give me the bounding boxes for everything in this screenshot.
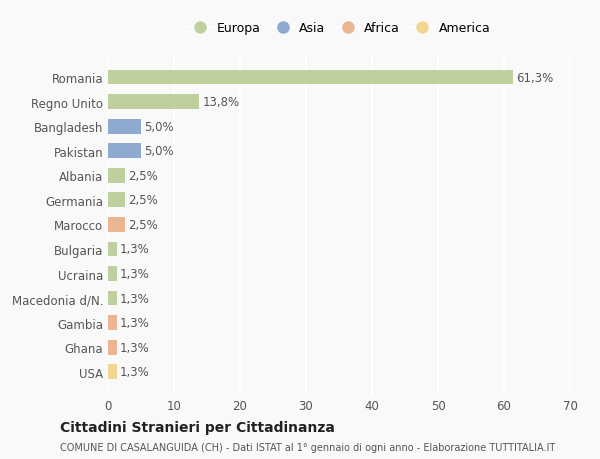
Text: 2,5%: 2,5% [128,194,158,207]
Bar [108,168,125,183]
Text: Cittadini Stranieri per Cittadinanza: Cittadini Stranieri per Cittadinanza [60,420,335,435]
Bar [108,71,512,85]
Bar [108,316,116,330]
Bar [108,144,141,159]
Bar [108,193,125,208]
Bar [108,242,116,257]
Text: 1,3%: 1,3% [120,341,149,354]
Text: 13,8%: 13,8% [202,96,239,109]
Text: 5,0%: 5,0% [145,145,174,158]
Text: 1,3%: 1,3% [120,365,149,378]
Bar [108,119,141,134]
Text: 1,3%: 1,3% [120,268,149,280]
Text: 1,3%: 1,3% [120,243,149,256]
Legend: Europa, Asia, Africa, America: Europa, Asia, Africa, America [182,17,496,40]
Text: 2,5%: 2,5% [128,218,158,231]
Text: 1,3%: 1,3% [120,292,149,305]
Bar [108,95,199,110]
Text: 1,3%: 1,3% [120,316,149,330]
Bar [108,364,116,379]
Text: 5,0%: 5,0% [145,120,174,134]
Bar [108,218,125,232]
Bar [108,340,116,355]
Text: 2,5%: 2,5% [128,169,158,182]
Bar [108,267,116,281]
Bar [108,291,116,306]
Text: COMUNE DI CASALANGUIDA (CH) - Dati ISTAT al 1° gennaio di ogni anno - Elaborazio: COMUNE DI CASALANGUIDA (CH) - Dati ISTAT… [60,442,555,452]
Text: 61,3%: 61,3% [516,72,553,84]
